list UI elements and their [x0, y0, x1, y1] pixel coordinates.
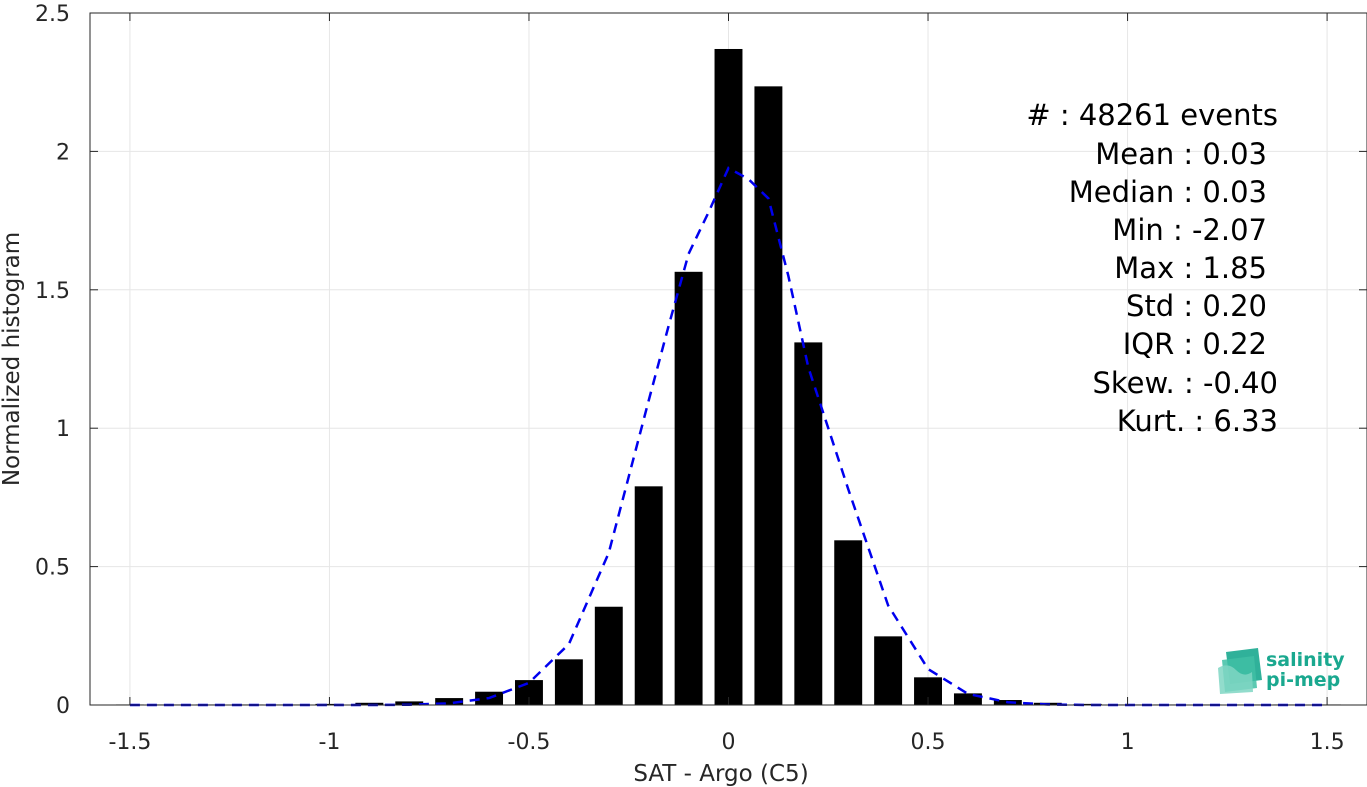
- x-tick-label: 0.5: [911, 730, 946, 755]
- stat-events: # : 48261 events: [1026, 98, 1278, 132]
- x-tick-label: 1: [1121, 730, 1135, 755]
- histogram-bar: [435, 698, 464, 705]
- histogram-bar: [554, 659, 583, 705]
- histogram-bar: [874, 636, 903, 705]
- y-tick-labels: 0 0.5 1 1.5 2 2.5: [35, 2, 70, 719]
- stat-mean: Mean : 0.03: [1095, 137, 1267, 171]
- stat-std: Std : 0.20: [1126, 289, 1267, 323]
- stat-max: Max : 1.85: [1114, 251, 1267, 285]
- histogram-bar: [953, 693, 982, 705]
- histogram-bar: [1073, 703, 1102, 705]
- x-tick-label: -0.5: [508, 730, 551, 755]
- histogram-bar: [754, 86, 783, 706]
- histogram-bars: [115, 48, 1342, 706]
- wave-layers-icon: [1218, 648, 1262, 694]
- histogram-bar: [834, 540, 863, 705]
- y-axis-label: Normalized histogram: [0, 232, 25, 486]
- salinity-pimep-logo: salinity pi-mep: [1218, 648, 1345, 694]
- stat-median: Median : 0.03: [1069, 175, 1267, 209]
- y-tick-label: 2.5: [35, 2, 70, 27]
- y-tick-label: 0.5: [35, 556, 70, 581]
- y-tick-label: 2: [56, 140, 70, 165]
- histogram-bar: [634, 486, 663, 705]
- histogram-bar: [395, 701, 424, 705]
- stat-iqr: IQR : 0.22: [1123, 327, 1267, 361]
- y-tick-label: 0: [56, 694, 70, 719]
- histogram-bar: [794, 342, 823, 705]
- stats-annotation: # : 48261 events Mean : 0.03 Median : 0.…: [1026, 98, 1278, 438]
- histogram-bar: [674, 271, 703, 705]
- histogram-bar: [714, 48, 743, 705]
- x-tick-labels: -1.5 -1 -0.5 0 0.5 1 1.5: [108, 730, 1344, 755]
- logo-text-salinity: salinity: [1266, 649, 1345, 671]
- x-tick-label: 1.5: [1310, 730, 1345, 755]
- x-tick-label: -1: [318, 730, 340, 755]
- y-tick-label: 1: [56, 417, 70, 442]
- axis-ticks: [90, 12, 1367, 706]
- y-tick-label: 1.5: [35, 279, 70, 304]
- stat-skew: Skew. : -0.40: [1092, 366, 1278, 400]
- x-axis-label: SAT - Argo (C5): [633, 761, 808, 787]
- histogram-bar: [594, 606, 623, 705]
- x-tick-label: -1.5: [108, 730, 151, 755]
- x-tick-label: 0: [722, 730, 736, 755]
- stat-kurt: Kurt. : 6.33: [1117, 404, 1278, 438]
- stat-min: Min : -2.07: [1112, 213, 1267, 247]
- logo-text-pimep: pi-mep: [1266, 669, 1340, 691]
